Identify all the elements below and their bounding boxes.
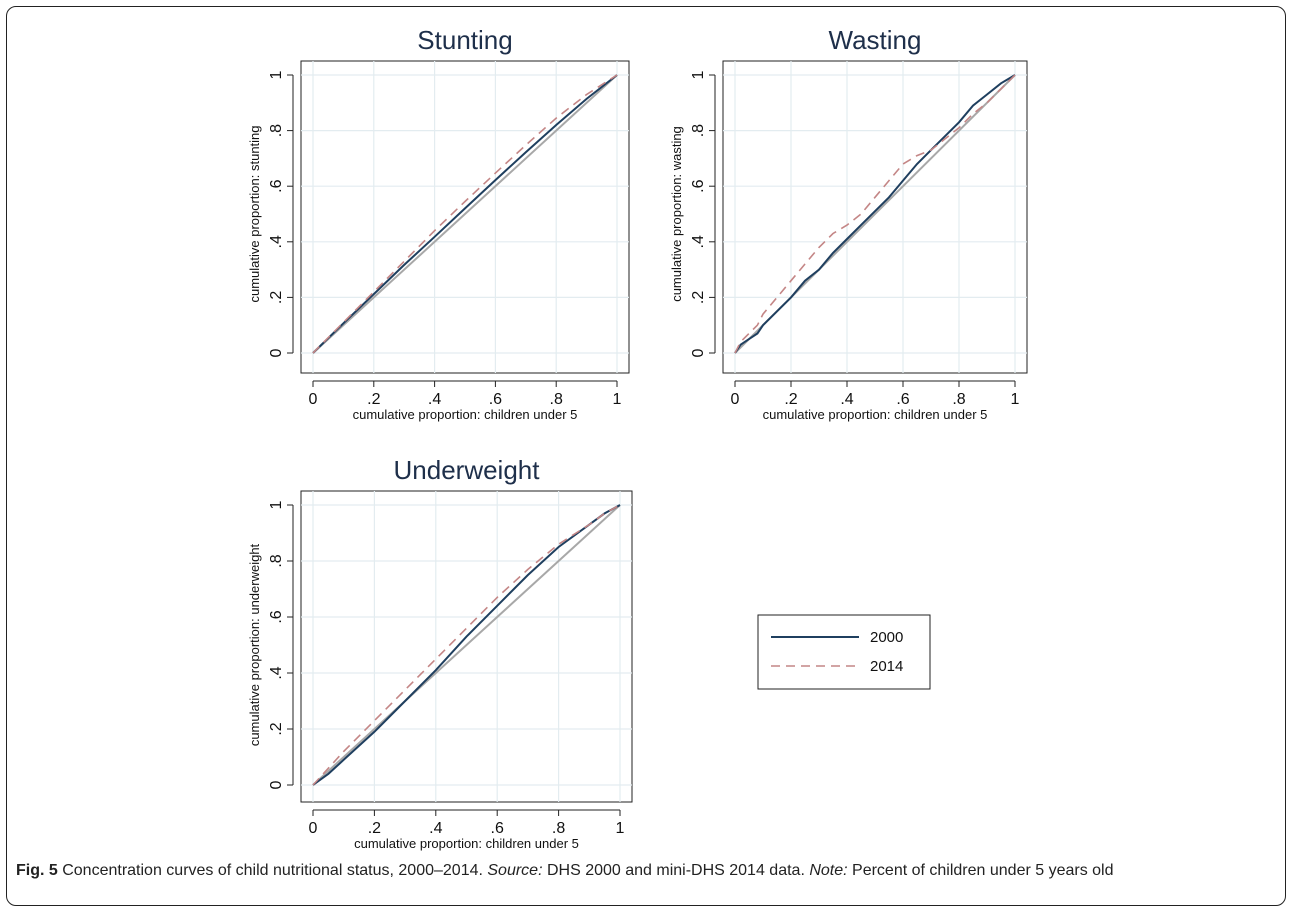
x-tick-label: 1 — [1011, 391, 1020, 408]
chart-title: Wasting — [829, 25, 922, 55]
series-line-2000 — [734, 74, 1016, 354]
x-tick-label: .8 — [552, 820, 565, 837]
caption-note-label: Note: — [809, 862, 848, 879]
x-tick-label: .8 — [550, 391, 563, 408]
y-tick-label: .4 — [690, 235, 707, 248]
chart-title: Stunting — [417, 25, 512, 55]
y-axis-label: cumulative proportion: stunting — [247, 125, 262, 302]
x-tick-label: .8 — [952, 391, 965, 408]
caption-source-label: Source: — [487, 862, 543, 879]
y-tick-label: .2 — [690, 291, 707, 304]
x-axis-label: cumulative proportion: children under 5 — [763, 407, 988, 422]
y-tick-label: .6 — [268, 610, 285, 623]
x-tick-label: .4 — [428, 391, 441, 408]
y-tick-label: 0 — [690, 348, 707, 357]
y-axis-label: cumulative proportion: wasting — [669, 126, 684, 302]
y-tick-label: 0 — [268, 780, 285, 789]
y-axis-label: cumulative proportion: underweight — [247, 543, 262, 746]
panel-stunting: 0 .2 .4 .6 .8 1 0 .2 .4 .6 .8 1 Stunting cumulative p… — [247, 25, 630, 422]
caption-label: Fig. 5 — [16, 862, 58, 879]
y-tick-label: .4 — [268, 235, 285, 248]
series-line-2014 — [312, 74, 618, 354]
y-tick-label: .8 — [690, 124, 707, 137]
caption-source-text: DHS 2000 and mini-DHS 2014 data. — [542, 862, 810, 879]
caption-note-text: Percent of children under 5 years old — [847, 862, 1114, 879]
x-tick-label: .2 — [368, 820, 381, 837]
y-tick-label: .2 — [268, 722, 285, 735]
y-tick-label: .8 — [268, 124, 285, 137]
caption-title: Concentration curves of child nutritiona… — [57, 862, 488, 879]
x-tick-label: .4 — [840, 391, 853, 408]
x-tick-label: .6 — [489, 391, 502, 408]
y-tick-label: 0 — [268, 348, 285, 357]
equality-line — [312, 74, 618, 354]
x-tick-label: 0 — [731, 391, 740, 408]
chart-title: Underweight — [394, 455, 541, 485]
legend-box — [757, 614, 931, 690]
plot-area — [300, 490, 633, 803]
series-line-2014 — [312, 504, 621, 786]
x-tick-label: 0 — [309, 820, 318, 837]
x-axis-label: cumulative proportion: children under 5 — [353, 407, 578, 422]
panel-underweight: 0 .2 .4 .6 .8 1 0 .2 .4 .6 .8 1 Underweight cumulativ… — [247, 455, 633, 851]
panel-wasting: 0 .2 .4 .6 .8 1 0 .2 .4 .6 .8 1 Wasting cumulative pr… — [669, 25, 1028, 422]
x-tick-label: .6 — [491, 820, 504, 837]
equality-line — [312, 504, 621, 786]
legend: 2000 2014 — [757, 614, 931, 690]
legend-label-2000: 2000 — [870, 629, 903, 646]
x-tick-label: .2 — [367, 391, 380, 408]
series-line-2000 — [312, 74, 618, 354]
figure-caption: Fig. 5 Concentration curves of child nut… — [16, 862, 1288, 880]
y-tick-label: 1 — [268, 500, 285, 509]
y-tick-label: 1 — [268, 70, 285, 79]
x-tick-label: 0 — [309, 391, 318, 408]
y-tick-label: .4 — [268, 666, 285, 679]
y-tick-label: .2 — [268, 291, 285, 304]
x-tick-label: .4 — [429, 820, 442, 837]
x-tick-label: .2 — [784, 391, 797, 408]
x-tick-label: .6 — [896, 391, 909, 408]
x-axis-label: cumulative proportion: children under 5 — [354, 836, 579, 851]
y-tick-label: .8 — [268, 554, 285, 567]
y-tick-label: 1 — [690, 70, 707, 79]
legend-label-2014: 2014 — [870, 658, 903, 675]
x-tick-label: 1 — [613, 391, 622, 408]
y-tick-label: .6 — [268, 179, 285, 192]
x-tick-label: 1 — [616, 820, 625, 837]
y-tick-label: .6 — [690, 179, 707, 192]
